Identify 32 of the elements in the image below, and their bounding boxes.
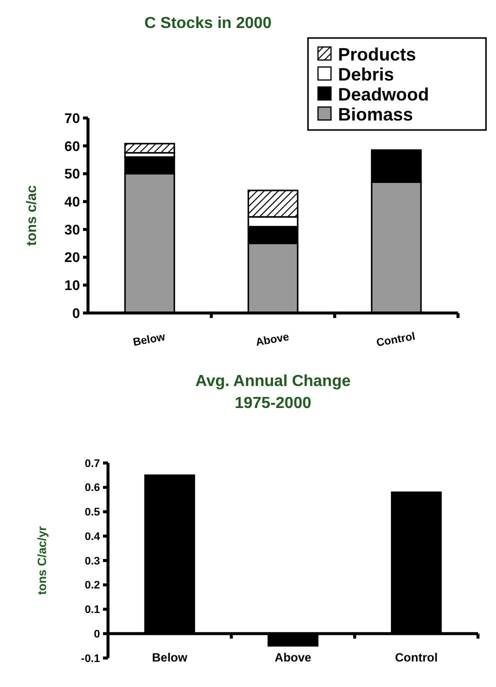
y-axis-title: tons c/ac [23,184,39,246]
y-tick-label: 10 [64,277,80,294]
legend-label: Deadwood [338,84,430,104]
legend-label: Debris [338,64,394,84]
y-tick-label: 40 [64,193,80,210]
y-tick-label: 0.4 [84,530,101,543]
y-tick-label: -0.1 [81,652,100,665]
x-tick-label: Control [395,650,438,665]
x-tick-label: Below [152,650,188,665]
x-tick-label: Below [132,331,167,349]
x-tick-label: Control [376,330,416,350]
legend-label: Biomass [338,104,414,124]
y-tick-label: 30 [64,221,80,238]
y-tick-label: 0.5 [84,506,100,519]
bar [124,142,176,154]
y-tick-label: 0.2 [84,580,100,592]
y-tick-label: 70 [64,110,80,126]
chart-title: C Stocks in 2000 [144,15,272,32]
y-tick-label: 0.3 [84,555,100,568]
y-tick-label: 0.7 [84,458,100,470]
legend-label: Products [338,44,416,64]
x-tick-label: Above [254,331,290,349]
y-tick-label: 20 [64,249,80,266]
x-tick-label: Above [274,650,312,665]
y-tick-label: 0 [72,304,80,321]
y-tick-label: 50 [64,166,80,182]
y-tick-label: 60 [64,138,80,154]
y-tick-label: 0 [94,628,100,640]
chart-title: Avg. Annual Change 1975-2000 [195,373,351,412]
y-axis-title: tons C/ac/yr [35,526,49,595]
y-tick-label: 0.1 [84,604,100,616]
y-tick-label: 0.6 [84,482,100,494]
